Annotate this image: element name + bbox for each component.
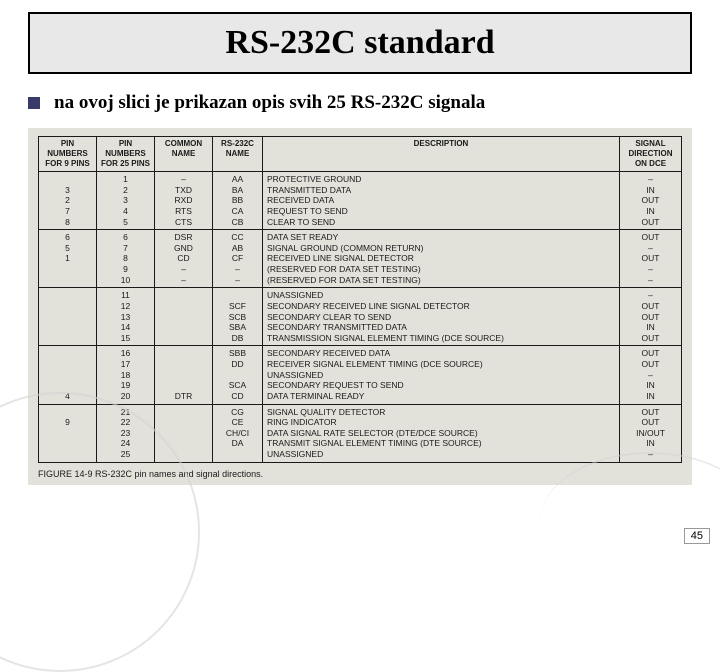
- cell-pin9: 4: [39, 346, 97, 404]
- col-dir: SIGNAL DIRECTION ON DCE: [620, 137, 682, 172]
- table-row: 3 2 7 8 1 2 3 4 5 – TXD RXD RTS CTS AA B…: [39, 172, 682, 230]
- col-pin25: PIN NUMBERS FOR 25 PINS: [97, 137, 155, 172]
- cell-pin9: 3 2 7 8: [39, 172, 97, 230]
- cell-dir: OUT – OUT – –: [620, 230, 682, 288]
- cell-desc: UNASSIGNED SECONDARY RECEIVED LINE SIGNA…: [263, 288, 620, 346]
- cell-dir: OUT OUT IN/OUT IN –: [620, 404, 682, 462]
- cell-pin25: 16 17 18 19 20: [97, 346, 155, 404]
- cell-pin25: 11 12 13 14 15: [97, 288, 155, 346]
- table-header-row: PIN NUMBERS FOR 9 PINS PIN NUMBERS FOR 2…: [39, 137, 682, 172]
- col-common: COMMON NAME: [155, 137, 213, 172]
- cell-desc: PROTECTIVE GROUND TRANSMITTED DATA RECEI…: [263, 172, 620, 230]
- cell-pin9: 6 5 1: [39, 230, 97, 288]
- bullet-text: na ovoj slici je prikazan opis svih 25 R…: [54, 92, 485, 114]
- cell-common: [155, 404, 213, 462]
- cell-common: [155, 288, 213, 346]
- table-row: 9 21 22 23 24 25 CG CE CH/CI DA SIGNAL Q…: [39, 404, 682, 462]
- bullet-line: na ovoj slici je prikazan opis svih 25 R…: [28, 92, 692, 114]
- title-box: RS-232C standard: [28, 12, 692, 74]
- cell-rs: CC AB CF – –: [213, 230, 263, 288]
- cell-dir: – OUT OUT IN OUT: [620, 288, 682, 346]
- cell-common: – TXD RXD RTS CTS: [155, 172, 213, 230]
- cell-common: DTR: [155, 346, 213, 404]
- cell-pin25: 1 2 3 4 5: [97, 172, 155, 230]
- col-rs: RS-232C NAME: [213, 137, 263, 172]
- cell-pin25: 21 22 23 24 25: [97, 404, 155, 462]
- cell-rs: SCF SCB SBA DB: [213, 288, 263, 346]
- cell-rs: CG CE CH/CI DA: [213, 404, 263, 462]
- slide-title: RS-232C standard: [30, 24, 690, 62]
- col-desc: DESCRIPTION: [263, 137, 620, 172]
- cell-rs: SBB DD SCA CD: [213, 346, 263, 404]
- table-row: 11 12 13 14 15 SCF SCB SBA DB UNASSIGNED…: [39, 288, 682, 346]
- cell-pin9: 9: [39, 404, 97, 462]
- bullet-icon: [28, 97, 40, 109]
- cell-desc: DATA SET READY SIGNAL GROUND (COMMON RET…: [263, 230, 620, 288]
- cell-pin9: [39, 288, 97, 346]
- col-pin9: PIN NUMBERS FOR 9 PINS: [39, 137, 97, 172]
- cell-common: DSR GND CD – –: [155, 230, 213, 288]
- table-row: 6 5 1 6 7 8 9 10 DSR GND CD – – CC AB CF…: [39, 230, 682, 288]
- figure: PIN NUMBERS FOR 9 PINS PIN NUMBERS FOR 2…: [28, 128, 692, 485]
- cell-desc: SIGNAL QUALITY DETECTOR RING INDICATOR D…: [263, 404, 620, 462]
- cell-desc: SECONDARY RECEIVED DATA RECEIVER SIGNAL …: [263, 346, 620, 404]
- figure-caption: FIGURE 14-9 RS-232C pin names and signal…: [38, 469, 682, 479]
- cell-dir: OUT OUT – IN IN: [620, 346, 682, 404]
- cell-pin25: 6 7 8 9 10: [97, 230, 155, 288]
- cell-dir: – IN OUT IN OUT: [620, 172, 682, 230]
- page-number: 45: [684, 528, 710, 544]
- rs232-table: PIN NUMBERS FOR 9 PINS PIN NUMBERS FOR 2…: [38, 136, 682, 463]
- table-row: 4 16 17 18 19 20 DTR SBB DD SCA CD SECON…: [39, 346, 682, 404]
- cell-rs: AA BA BB CA CB: [213, 172, 263, 230]
- table-body: 3 2 7 8 1 2 3 4 5 – TXD RXD RTS CTS AA B…: [39, 172, 682, 463]
